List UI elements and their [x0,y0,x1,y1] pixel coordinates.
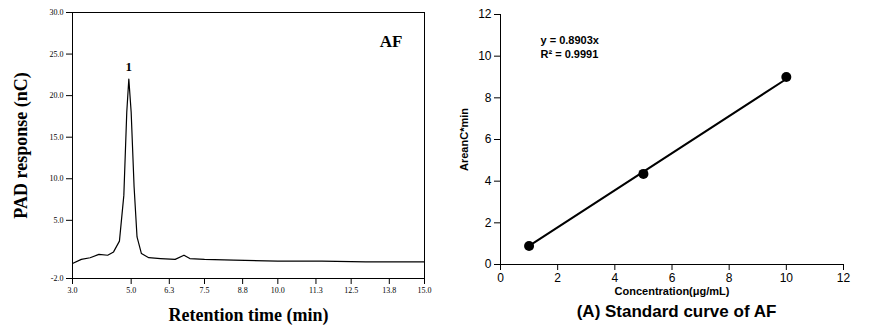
svg-text:7.5: 7.5 [200,286,210,295]
svg-text:25.0: 25.0 [50,50,64,59]
svg-text:10: 10 [478,49,492,63]
svg-text:11.3: 11.3 [309,286,323,295]
svg-text:15.0: 15.0 [50,133,64,142]
svg-text:R² = 0.9991: R² = 0.9991 [541,48,599,60]
svg-text:3.0: 3.0 [68,286,78,295]
svg-text:12.5: 12.5 [344,286,358,295]
svg-text:2: 2 [485,216,492,230]
svg-text:PAD response (nC): PAD response (nC) [11,72,32,218]
svg-text:20.0: 20.0 [50,91,64,100]
svg-text:Concentration(μg/mL): Concentration(μg/mL) [615,285,730,297]
svg-text:8.8: 8.8 [238,286,248,295]
svg-text:13.8: 13.8 [382,286,396,295]
svg-text:4: 4 [611,271,618,285]
html-text:(A) Standard curve of AF: (A) Standard curve of AF [576,302,777,321]
svg-text:2: 2 [554,271,561,285]
svg-text:8: 8 [726,271,733,285]
svg-text:y = 0.8903x: y = 0.8903x [541,34,600,46]
svg-text:AreanC*min: AreanC*min [458,108,470,171]
svg-text:6.3: 6.3 [164,286,174,295]
svg-text:Retention time (min): Retention time (min) [169,305,329,326]
svg-text:5.0: 5.0 [54,216,64,225]
svg-text:10.0: 10.0 [271,286,285,295]
svg-text:8: 8 [485,91,492,105]
svg-text:5.0: 5.0 [126,286,136,295]
svg-text:12: 12 [837,271,851,285]
svg-text:1: 1 [126,59,133,74]
svg-text:-2.0: -2.0 [51,274,64,283]
svg-text:6: 6 [485,132,492,146]
svg-text:10: 10 [780,271,794,285]
svg-text:6: 6 [669,271,676,285]
svg-text:0: 0 [497,271,504,285]
svg-text:30.0: 30.0 [50,8,64,17]
svg-text:0: 0 [485,257,492,271]
svg-text:12: 12 [478,7,492,21]
svg-text:15.0: 15.0 [418,286,432,295]
svg-text:AF: AF [380,32,403,51]
svg-text:10.0: 10.0 [50,174,64,183]
svg-text:4: 4 [485,174,492,188]
